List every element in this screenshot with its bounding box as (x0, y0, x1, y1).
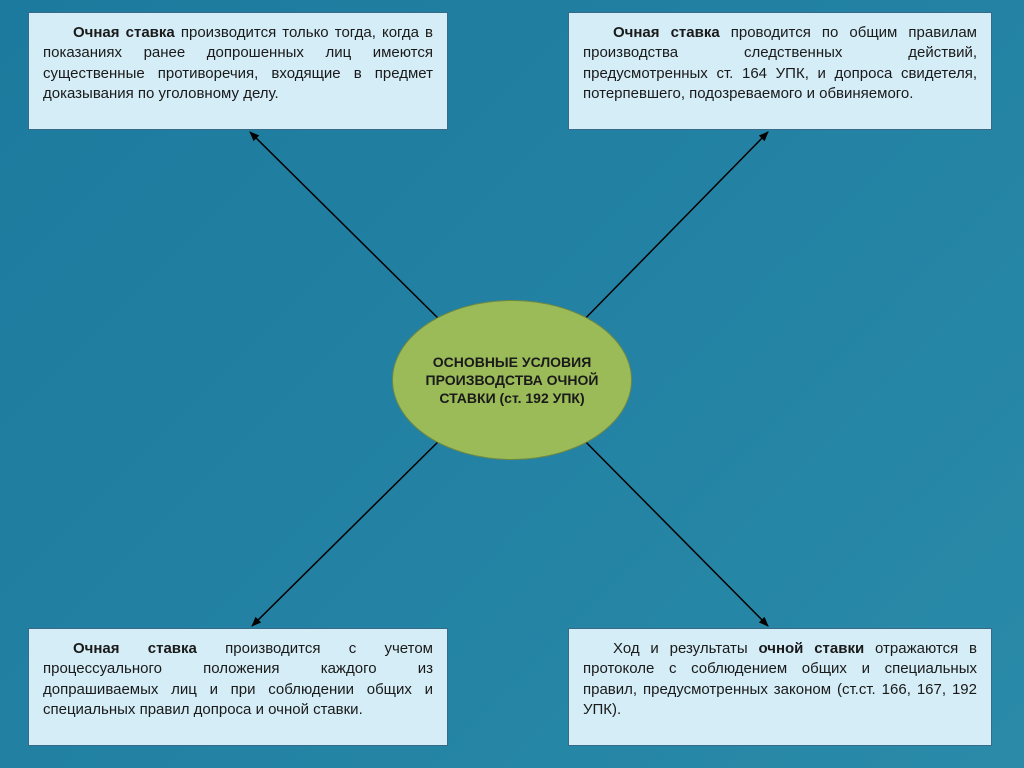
box-top-right-bold: Очная ставка (613, 24, 720, 41)
box-top-left: Очная ставка производится только тогда, … (28, 12, 448, 130)
center-oval: ОСНОВНЫЕ УСЛОВИЯ ПРОИЗВОДСТВА ОЧНОЙ СТАВ… (392, 300, 632, 460)
box-bottom-right-bold: очной ставки (758, 640, 864, 657)
box-bottom-right: Ход и результаты очной ставки отражаются… (568, 628, 992, 746)
box-top-right: Очная ставка проводится по общим правила… (568, 12, 992, 130)
box-top-left-bold: Очная ставка (73, 24, 175, 41)
box-bottom-left-bold: Очная ставка (73, 640, 197, 657)
center-text: ОСНОВНЫЕ УСЛОВИЯ ПРОИЗВОДСТВА ОЧНОЙ СТАВ… (403, 353, 621, 408)
box-bottom-right-pre: Ход и результаты (613, 640, 758, 657)
box-bottom-left: Очная ставка производится с учетом проце… (28, 628, 448, 746)
